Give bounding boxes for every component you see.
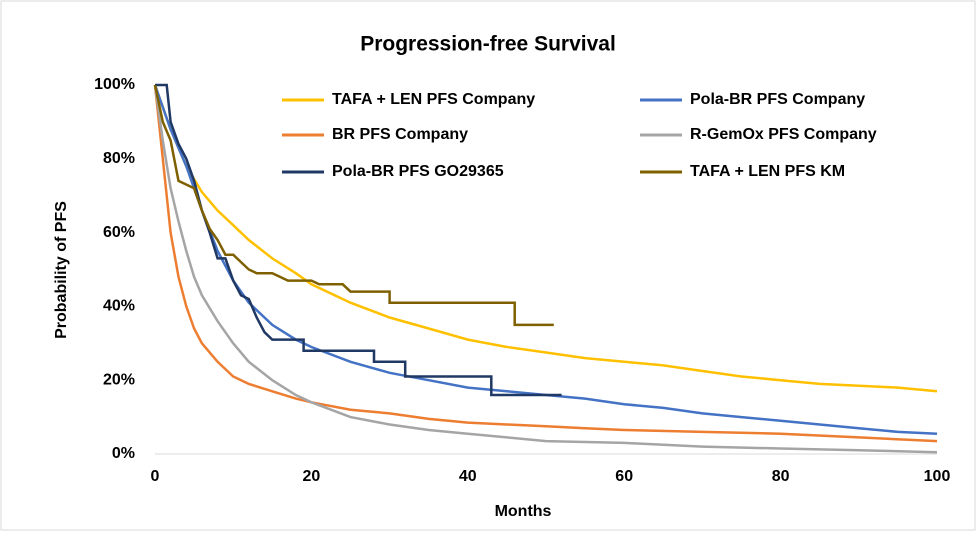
chart-title: Progression-free Survival [360, 33, 616, 56]
series-line [153, 84, 938, 435]
series-line [155, 83, 562, 397]
y-tick-label: 80% [103, 150, 135, 167]
legend-label: Pola-BR PFS Company [690, 91, 865, 108]
y-tick-label: 100% [94, 76, 135, 93]
legend-label: TAFA + LEN PFS Company [332, 91, 535, 108]
y-tick-label: 40% [103, 298, 135, 315]
x-tick-label: 0 [151, 468, 160, 485]
y-axis-label: Probability of PFS [53, 201, 70, 339]
legend-label: R-GemOx PFS Company [690, 126, 877, 143]
x-tick-label: 80 [772, 468, 790, 485]
series-line [153, 84, 554, 327]
series-line [153, 84, 938, 393]
legend-label: BR PFS Company [332, 126, 468, 143]
series-line [153, 84, 938, 454]
x-tick-label: 20 [303, 468, 321, 485]
y-tick-label: 20% [103, 371, 135, 388]
y-tick-label: 0% [112, 445, 135, 462]
y-tick-label: 60% [103, 224, 135, 241]
x-tick-label: 100 [924, 468, 951, 485]
x-tick-label: 60 [615, 468, 633, 485]
x-tick-label: 40 [459, 468, 477, 485]
legend-label: Pola-BR PFS GO29365 [332, 163, 504, 180]
legend-label: TAFA + LEN PFS KM [690, 163, 845, 180]
x-axis-label: Months [495, 503, 552, 520]
